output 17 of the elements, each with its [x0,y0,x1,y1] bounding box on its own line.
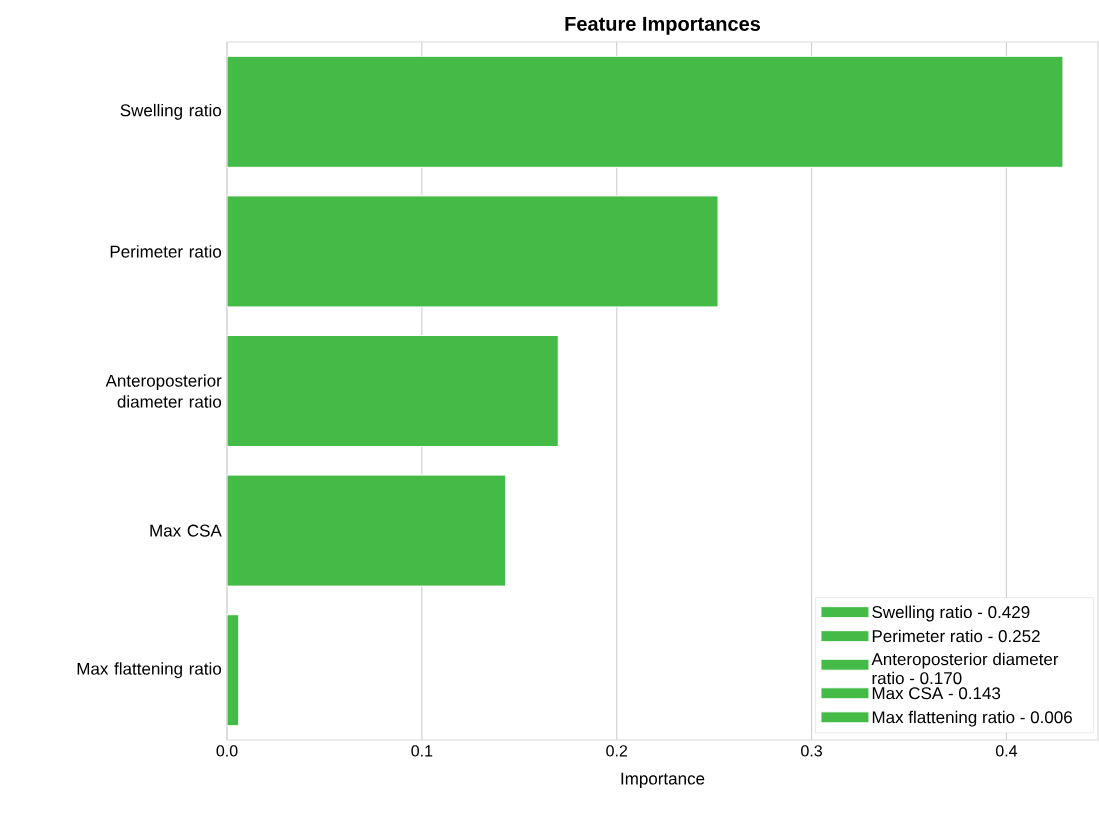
legend-label: Anteroposterior diameter ratio - 0.170 [871,652,1059,685]
x-tick-label: 0.2 [606,745,628,757]
y-tick-label: Anteroposterior diameter ratio [105,374,222,408]
x-tick-label: 0.0 [216,745,238,757]
x-tick-label: 0.1 [411,745,433,757]
chart-title: Feature Importances [565,16,761,35]
legend-label: Perimeter ratio - 0.252 [872,629,1040,643]
y-tick-label: Max CSA [150,524,222,537]
y-tick-label: Max flattening ratio [77,662,222,679]
x-axis-title: Importance [621,772,705,788]
x-tick-label: 0.3 [801,745,822,757]
x-tick-label: 0.4 [995,745,1018,757]
y-tick-label: Swelling ratio [120,103,222,120]
legend-label: Max CSA - 0.143 [872,687,1001,700]
legend-label: Max flattening ratio - 0.006 [872,710,1072,727]
y-tick-label: Perimeter ratio [110,245,222,258]
legend-label: Swelling ratio - 0.429 [872,605,1030,622]
